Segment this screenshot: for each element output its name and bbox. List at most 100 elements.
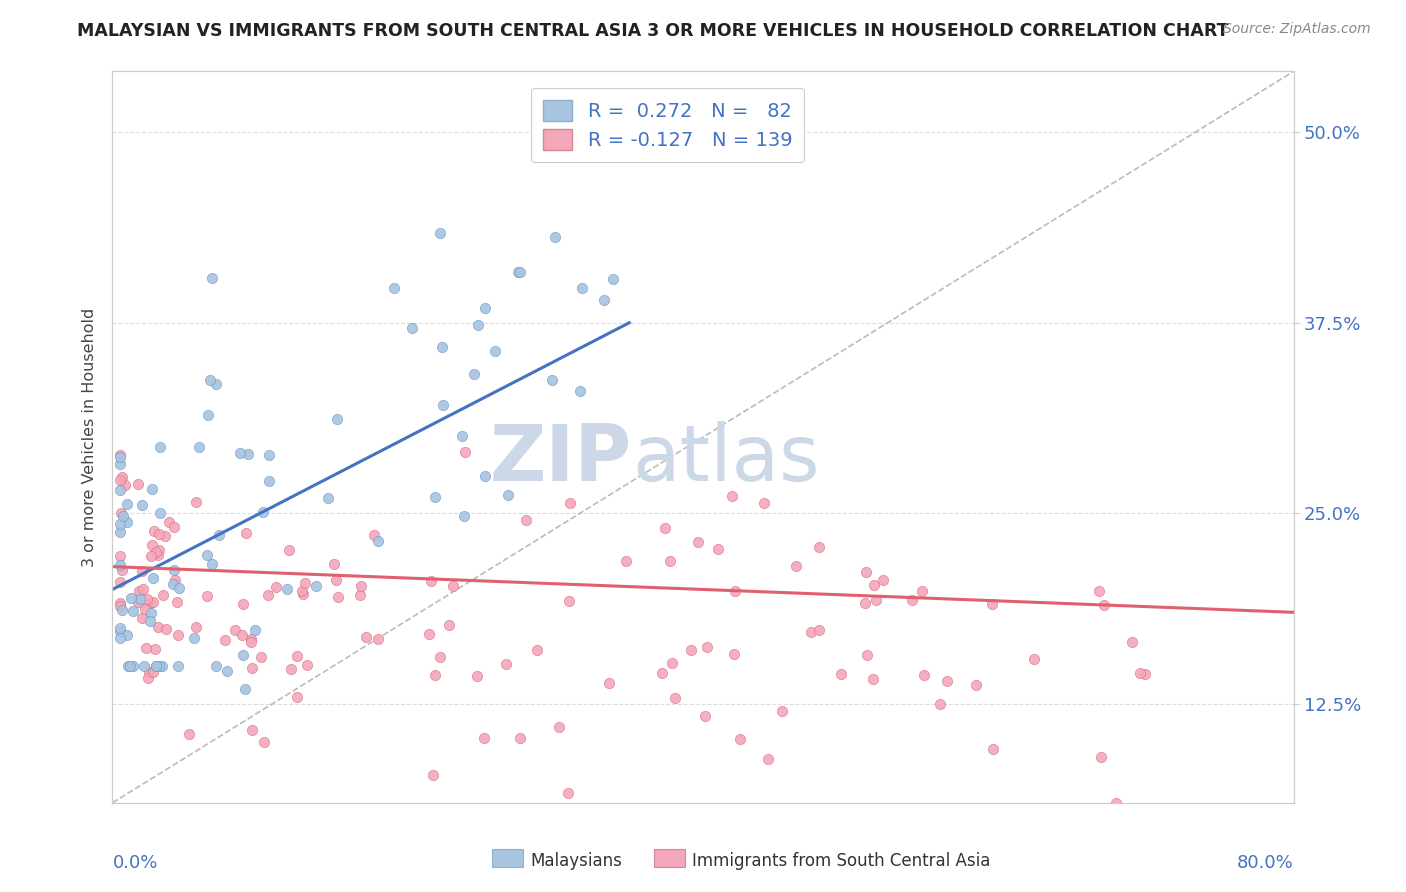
Point xyxy=(257,449,280,463)
Point xyxy=(367,533,389,548)
Point xyxy=(122,658,145,673)
Point xyxy=(149,440,172,454)
Point xyxy=(598,676,620,690)
Point xyxy=(292,587,315,601)
Point xyxy=(830,666,852,681)
Point xyxy=(557,786,579,800)
Point xyxy=(495,657,517,671)
Point xyxy=(661,656,683,670)
Point xyxy=(305,578,328,592)
Point xyxy=(142,665,165,680)
Point xyxy=(291,584,314,599)
Point xyxy=(316,491,339,506)
Point xyxy=(231,628,253,642)
Point xyxy=(110,599,132,613)
Point xyxy=(422,767,444,781)
Point xyxy=(131,565,153,579)
Point xyxy=(243,624,266,638)
Point xyxy=(208,528,231,542)
Point xyxy=(465,669,488,683)
Point xyxy=(720,489,742,503)
Point xyxy=(142,524,165,538)
Point xyxy=(382,280,405,294)
Point xyxy=(110,506,132,520)
Point xyxy=(430,340,453,354)
Point xyxy=(120,591,142,605)
Point xyxy=(232,597,254,611)
Point xyxy=(929,697,952,711)
Point xyxy=(108,516,131,531)
Point xyxy=(153,529,176,543)
Point xyxy=(186,620,208,634)
Point xyxy=(150,658,173,673)
Point xyxy=(139,606,162,620)
Point xyxy=(142,571,165,585)
Point xyxy=(1087,584,1109,599)
Point xyxy=(167,628,190,642)
Point xyxy=(233,681,256,696)
Point xyxy=(707,541,730,556)
Point xyxy=(1092,598,1115,612)
Point xyxy=(148,658,170,673)
Point xyxy=(569,384,592,398)
Point xyxy=(965,678,987,692)
Point xyxy=(195,589,218,603)
Point xyxy=(115,497,138,511)
Point xyxy=(200,271,222,285)
Point xyxy=(547,720,569,734)
Point xyxy=(1104,796,1126,810)
Point xyxy=(114,477,136,491)
Y-axis label: 3 or more Vehicles in Household: 3 or more Vehicles in Household xyxy=(82,308,97,566)
Point xyxy=(240,632,263,646)
Point xyxy=(443,579,465,593)
Point xyxy=(571,281,593,295)
Point xyxy=(148,527,170,541)
Point xyxy=(117,658,139,673)
Point xyxy=(285,690,308,704)
Point xyxy=(138,614,160,628)
Point xyxy=(163,573,186,587)
Point xyxy=(429,649,451,664)
Point xyxy=(115,628,138,642)
Point xyxy=(108,596,131,610)
Point xyxy=(157,515,180,529)
Point xyxy=(474,301,496,315)
Point xyxy=(278,542,301,557)
Point xyxy=(236,447,259,461)
Point xyxy=(108,473,131,487)
Point xyxy=(592,293,614,308)
Point xyxy=(138,665,160,679)
Point xyxy=(214,633,236,648)
Point xyxy=(195,548,218,562)
Point xyxy=(205,658,228,673)
Point xyxy=(148,543,170,558)
Point xyxy=(515,513,537,527)
Point xyxy=(349,588,371,602)
Point xyxy=(664,690,686,705)
Point xyxy=(681,643,703,657)
Point xyxy=(367,632,389,646)
Legend: R =  0.272   N =   82, R = -0.127   N = 139: R = 0.272 N = 82, R = -0.127 N = 139 xyxy=(531,88,804,161)
Text: 0.0%: 0.0% xyxy=(112,854,157,872)
Point xyxy=(350,579,373,593)
Point xyxy=(1022,652,1045,666)
Point xyxy=(484,343,506,358)
Point xyxy=(186,495,208,509)
Point xyxy=(354,630,377,644)
Point xyxy=(912,668,935,682)
Point xyxy=(108,631,131,645)
Point xyxy=(201,557,224,571)
Point xyxy=(111,603,134,617)
Point xyxy=(152,588,174,602)
Point xyxy=(204,376,226,391)
Point xyxy=(474,468,496,483)
Point xyxy=(540,373,562,387)
Point xyxy=(166,594,188,608)
Point xyxy=(141,482,163,496)
Point xyxy=(856,648,879,663)
Point xyxy=(108,575,131,590)
Point xyxy=(127,476,149,491)
Point xyxy=(508,264,530,278)
Point xyxy=(250,650,273,665)
Point xyxy=(328,590,350,604)
